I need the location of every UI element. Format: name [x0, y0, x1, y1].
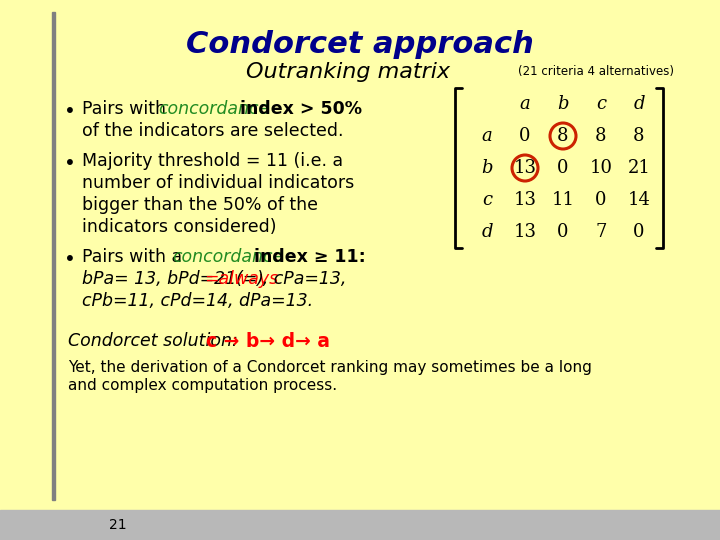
- Text: concordance: concordance: [172, 248, 283, 266]
- Text: indicators considered): indicators considered): [82, 218, 276, 236]
- Text: Pairs with: Pairs with: [82, 100, 171, 118]
- Text: Majority threshold = 11 (i.e. a: Majority threshold = 11 (i.e. a: [82, 152, 343, 170]
- Text: 13: 13: [513, 191, 536, 209]
- Text: Condorcet approach: Condorcet approach: [186, 30, 534, 59]
- Text: b: b: [557, 95, 569, 113]
- Text: 0: 0: [519, 127, 531, 145]
- Text: •: •: [64, 102, 76, 121]
- Text: b: b: [481, 159, 492, 177]
- Text: •: •: [64, 154, 76, 173]
- Text: 7: 7: [595, 223, 607, 241]
- Text: ), cPa=13,: ), cPa=13,: [256, 270, 346, 288]
- Bar: [0, 510, 720, 540]
- Text: a: a: [520, 95, 531, 113]
- Text: Condorcet solution:: Condorcet solution:: [68, 332, 243, 350]
- Text: 0: 0: [557, 223, 569, 241]
- Text: index ≥ 11:: index ≥ 11:: [248, 248, 366, 266]
- Text: bPa= 13, bPd=21(=: bPa= 13, bPd=21(=: [82, 270, 257, 288]
- Text: (21 criteria 4 alternatives): (21 criteria 4 alternatives): [518, 65, 674, 78]
- Text: 21: 21: [109, 518, 127, 532]
- Text: cPb=11, cPd=14, dPa=13.: cPb=11, cPd=14, dPa=13.: [82, 292, 313, 310]
- Text: 8: 8: [595, 127, 607, 145]
- Text: concordance: concordance: [158, 100, 269, 118]
- Text: 14: 14: [628, 191, 650, 209]
- Text: 13: 13: [513, 223, 536, 241]
- Text: number of individual indicators: number of individual indicators: [82, 174, 354, 192]
- Text: 10: 10: [590, 159, 613, 177]
- Text: 0: 0: [595, 191, 607, 209]
- Text: =always: =always: [204, 270, 278, 288]
- Text: Pairs with a: Pairs with a: [82, 248, 188, 266]
- Text: 0: 0: [557, 159, 569, 177]
- Text: Outranking matrix: Outranking matrix: [246, 62, 450, 82]
- Text: index > 50%: index > 50%: [234, 100, 362, 118]
- Text: 0: 0: [634, 223, 644, 241]
- Text: 8: 8: [634, 127, 644, 145]
- Text: and complex computation process.: and complex computation process.: [68, 378, 337, 393]
- Text: •: •: [64, 250, 76, 269]
- Text: c: c: [482, 191, 492, 209]
- Text: Yet, the derivation of a Condorcet ranking may sometimes be a long: Yet, the derivation of a Condorcet ranki…: [68, 360, 592, 375]
- Text: 13: 13: [513, 159, 536, 177]
- Text: bigger than the 50% of the: bigger than the 50% of the: [82, 196, 318, 214]
- Text: 21: 21: [628, 159, 650, 177]
- Text: d: d: [481, 223, 492, 241]
- Text: 11: 11: [552, 191, 575, 209]
- Text: 8: 8: [557, 127, 569, 145]
- Text: c → b→ d→ a: c → b→ d→ a: [206, 332, 330, 351]
- Text: of the indicators are selected.: of the indicators are selected.: [82, 122, 343, 140]
- Text: d: d: [634, 95, 644, 113]
- Text: c: c: [596, 95, 606, 113]
- Bar: [52, 12, 55, 500]
- Text: a: a: [482, 127, 492, 145]
